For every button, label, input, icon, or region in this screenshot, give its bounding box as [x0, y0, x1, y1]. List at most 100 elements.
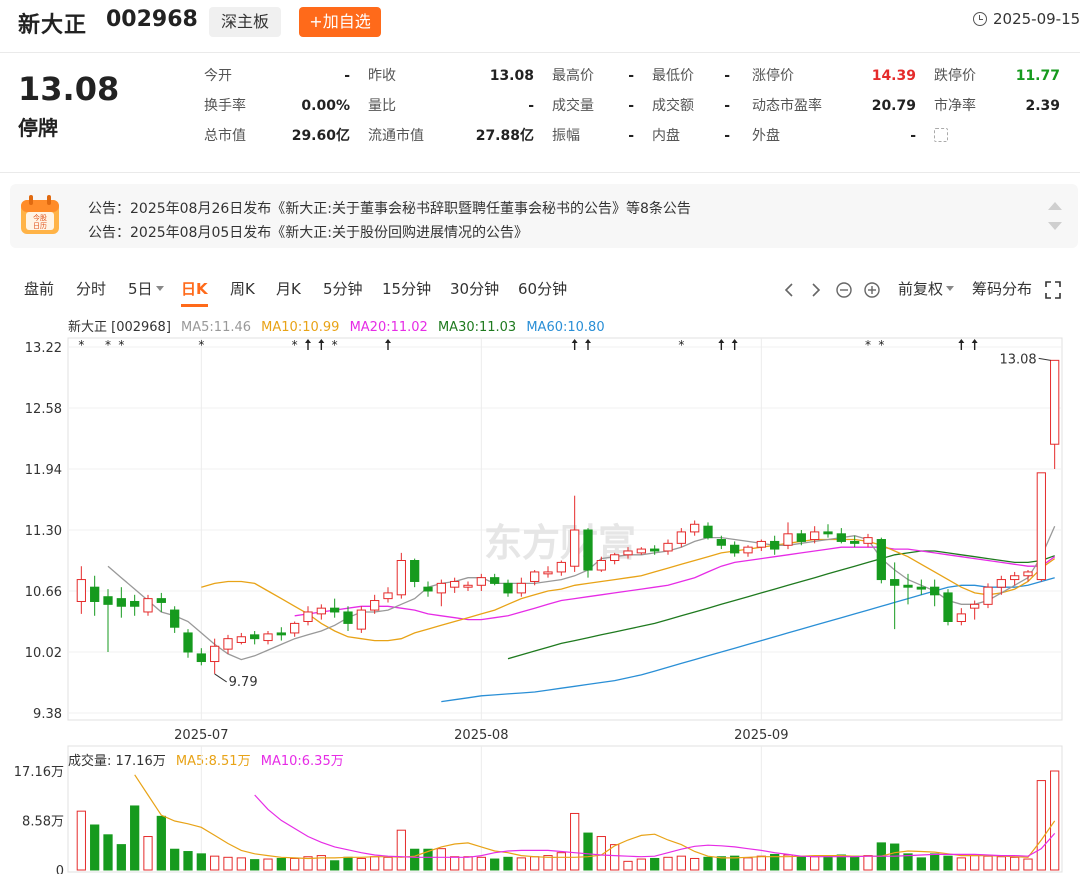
candle-body [543, 571, 553, 575]
legend-ma60: MA60:10.80 [526, 320, 605, 335]
tab-15min[interactable]: 15分钟 [382, 280, 432, 298]
quote-label: 总市值 [204, 128, 246, 144]
chip-distribution-button[interactable]: 筹码分布 [972, 280, 1033, 298]
volume-bar [210, 855, 220, 871]
volume-bar [436, 848, 446, 871]
candle-body [556, 561, 566, 573]
volume-bar [690, 857, 700, 871]
quote-cell: 成交量 - [552, 96, 634, 116]
candle-body [223, 638, 233, 650]
quote-label: 内盘 [652, 128, 680, 144]
price-plot-frame [67, 337, 1063, 721]
volume-bar [276, 857, 286, 871]
candle-body [850, 540, 860, 544]
volume-bar [490, 858, 500, 871]
tab-5min[interactable]: 5分钟 [323, 280, 363, 298]
quote-value: - [344, 68, 350, 84]
tab-weekly-k[interactable]: 周K [230, 280, 255, 298]
candle-body [783, 533, 793, 546]
quote-cell: 外盘 - [752, 126, 916, 146]
volume-bar [1023, 858, 1033, 871]
tab-60min[interactable]: 60分钟 [518, 280, 568, 298]
candle-body [210, 645, 220, 663]
volume-bar [236, 857, 246, 871]
volume-bar [810, 856, 820, 871]
candle-body [330, 607, 340, 613]
tab-daily-k[interactable]: 日K [181, 280, 208, 307]
trade-date-text: 2025-09-15 [993, 10, 1080, 28]
ma-line-ma10 [201, 538, 1056, 642]
quote-cell: 跌停价 11.77 [934, 66, 1060, 86]
legend-ma10: MA10:10.99 [261, 320, 340, 335]
volume-bar [663, 856, 673, 871]
scroll-down-icon[interactable] [1048, 222, 1062, 230]
settings-icon[interactable] [934, 128, 948, 142]
volume-bar [450, 856, 460, 871]
price-tick-label: 10.02 [25, 646, 62, 661]
legend-ma5: MA5:11.46 [181, 320, 252, 335]
volume-bar [596, 836, 606, 871]
volume-bar [1050, 770, 1060, 871]
scroll-up-icon[interactable] [1048, 202, 1062, 210]
quote-label: 换手率 [204, 98, 246, 114]
volume-bar [996, 856, 1006, 871]
quote-value: 2.39 [1025, 98, 1060, 114]
candle-body [956, 613, 966, 622]
candle-body [823, 531, 833, 535]
announcement-item[interactable]: 公告：2025年08月26日发布《新大正:关于董事会秘书辞职暨聘任董事会秘书的公… [88, 201, 691, 217]
quote-value: 14.39 [871, 68, 916, 84]
event-pin-icon [305, 339, 311, 343]
volume-bar [676, 855, 686, 871]
add-watchlist-button[interactable]: +加自选 [299, 7, 381, 37]
event-star-icon: * [118, 338, 124, 352]
volume-bar [316, 855, 326, 871]
candle-body [116, 598, 126, 607]
quote-value: 27.88亿 [475, 128, 534, 144]
volume-plot-frame [67, 745, 1063, 873]
adjust-dropdown-label: 前复权 [898, 280, 944, 298]
candle-body [276, 632, 286, 636]
price-tick-label: 9.38 [33, 707, 62, 722]
candle-body [130, 600, 140, 607]
event-star-icon: * [678, 338, 684, 352]
volume-bar [1036, 780, 1046, 871]
quote-value: 11.77 [1015, 68, 1060, 84]
volume-bar [890, 843, 900, 871]
tab-30min[interactable]: 30分钟 [450, 280, 500, 298]
candle-body [370, 600, 380, 611]
market-tag[interactable]: 深主板 [209, 7, 281, 37]
candle-body [930, 586, 940, 596]
quote-cell: 涨停价 14.39 [752, 66, 916, 86]
low-annotation: 9.79 [229, 675, 258, 690]
candle-body [250, 634, 260, 640]
tab-premarket[interactable]: 盘前 [24, 280, 55, 298]
candle-body [756, 540, 766, 548]
volume-bar [1010, 856, 1020, 871]
quote-cell: 总市值 29.60亿 [204, 126, 350, 146]
candle-body [703, 525, 713, 539]
quote-label: 外盘 [752, 128, 780, 144]
quote-cell: 内盘 - [652, 126, 730, 146]
announcement-item[interactable]: 公告：2025年08月05日发布《新大正:关于股份回购进展情况的公告》 [88, 225, 528, 241]
tab-5day[interactable]: 5日 [128, 278, 164, 299]
event-pin-icon [958, 339, 965, 343]
candle-body [236, 636, 246, 643]
event-pin-icon [718, 339, 725, 343]
candle-body [650, 548, 660, 552]
adjust-dropdown[interactable]: 前复权 [898, 278, 955, 299]
candle-body [183, 632, 193, 653]
legend-vol-ma5: MA5:8.51万 [175, 754, 251, 769]
legend-ma20: MA20:11.02 [349, 320, 428, 335]
candle-body [796, 533, 806, 542]
tab-intraday[interactable]: 分时 [76, 280, 107, 298]
calendar-icon-text-2: 日历 [33, 222, 47, 230]
high-annotation-line [1038, 357, 1051, 361]
candle-body [503, 582, 513, 594]
candle-body [970, 603, 980, 609]
quote-value: 20.79 [871, 98, 916, 114]
tab-monthly-k[interactable]: 月K [276, 280, 301, 298]
calendar-icon: 今股 日历 [21, 195, 59, 234]
event-star-icon: * [332, 338, 338, 352]
volume-bar [570, 812, 580, 871]
